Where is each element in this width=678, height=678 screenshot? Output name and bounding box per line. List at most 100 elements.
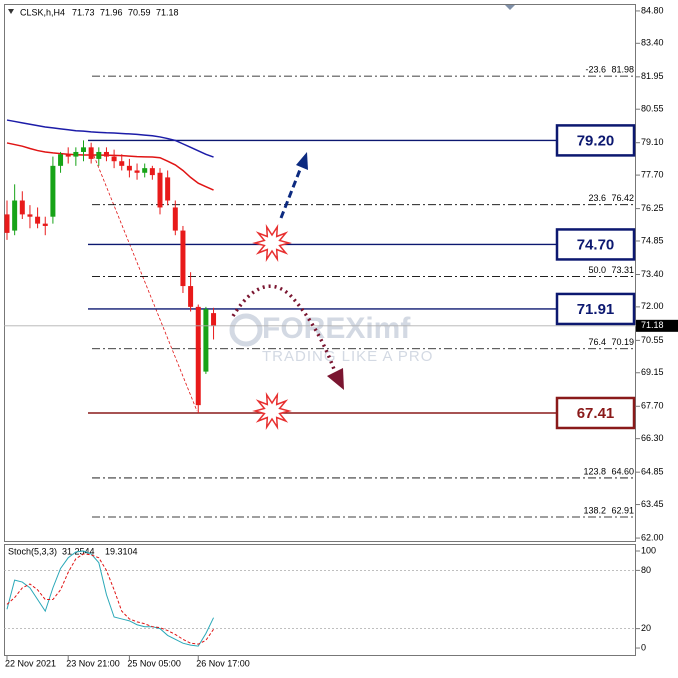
level-box: [555, 228, 636, 261]
y-tick-label: 62.00: [641, 532, 664, 542]
level-label: 71.91: [577, 301, 615, 318]
y-tick-label: 100: [641, 545, 656, 555]
fibo-price: 76.42: [611, 193, 634, 203]
fibo-ratio: 123.8: [583, 466, 606, 476]
fibo-price: 64.60: [611, 466, 634, 476]
fibo-price: 70.19: [611, 337, 634, 347]
y-tick-label: 84.80: [641, 5, 664, 15]
down-arrow-head: [327, 368, 344, 390]
candle-body: [180, 230, 186, 287]
level-box: [555, 124, 636, 157]
current-price-tag: [636, 319, 678, 332]
y-tick-label: 83.40: [641, 38, 664, 48]
shift-marker: [505, 5, 515, 10]
y-tick-label: 73.40: [641, 269, 664, 279]
symbol-label: CLSK,h,H4: [20, 7, 65, 17]
candle-body: [50, 165, 56, 217]
candle-body: [188, 286, 194, 307]
menu-triangle[interactable]: [8, 9, 14, 14]
up-arrow: [279, 161, 305, 219]
header-high: 71.96: [100, 7, 123, 17]
y-tick-label: 63.45: [641, 499, 664, 509]
y-tick-label: 64.85: [641, 467, 664, 477]
fibo-ratio: 23.6: [588, 193, 606, 203]
y-tick-label: 74.85: [641, 235, 664, 245]
level-box: [555, 396, 636, 430]
candle-body: [134, 170, 140, 173]
candle-body: [157, 172, 163, 208]
x-tick-label: 23 Nov 21:00: [66, 658, 120, 668]
header-open: 71.73: [72, 7, 95, 17]
candle-body: [211, 313, 217, 326]
down-arrow: [231, 284, 337, 373]
candle-body: [19, 200, 25, 215]
candle-body: [172, 207, 178, 231]
y-tick-label: 72.00: [641, 301, 664, 311]
level-label: 67.41: [577, 405, 615, 422]
main-panel: [4, 4, 636, 542]
y-tick-label: 0: [641, 642, 646, 652]
x-tick-label: 26 Nov 17:00: [196, 658, 250, 668]
fibo-ratio: 138.2: [583, 505, 606, 515]
y-tick-label: 79.10: [641, 137, 664, 147]
watermark-brand: FOREXimf: [262, 312, 411, 345]
watermark: FOREXimf TRADING LIKE A PRO: [229, 312, 433, 365]
y-tick-label: 70.55: [641, 335, 664, 345]
candle-body: [81, 147, 86, 152]
candle-body: [4, 214, 10, 233]
fibo-price: 73.31: [611, 265, 634, 275]
candle-body: [119, 161, 125, 166]
x-tick-label: 25 Nov 05:00: [127, 658, 181, 668]
y-tick-label: 67.70: [641, 401, 664, 411]
y-tick-label: 80.55: [641, 104, 664, 114]
stoch-line: [6, 550, 214, 647]
burst: [252, 223, 292, 263]
candle-body: [111, 156, 117, 162]
stoch-panel: [4, 544, 636, 656]
stoch-title: Stoch(5,3,3): [8, 546, 57, 556]
candle-body: [165, 177, 171, 201]
candle-body: [27, 214, 33, 217]
fibo-price: 62.91: [611, 505, 634, 515]
y-tick-label: 80: [641, 565, 651, 575]
fibo-ratio: 50.0: [588, 265, 606, 275]
y-tick-label: 81.95: [641, 71, 664, 81]
level-label: 79.20: [577, 132, 615, 149]
candle-body: [203, 309, 209, 372]
y-tick-label: 66.30: [641, 433, 664, 443]
fibo-base-line: [91, 150, 198, 412]
candle-body: [96, 151, 102, 159]
burst: [252, 391, 292, 431]
watermark-logo: [229, 313, 263, 347]
candle-body: [195, 306, 201, 406]
candle-body: [149, 168, 155, 176]
candle-body: [58, 154, 64, 166]
fibo-price: 81.98: [611, 65, 634, 75]
candle-body: [88, 147, 94, 159]
candle-body: [35, 216, 41, 224]
fibo-ratio: -23.6: [585, 65, 606, 75]
level-box: [555, 292, 636, 326]
header-close: 71.18: [156, 7, 179, 17]
stoch-line: [6, 553, 214, 645]
candle-body: [126, 165, 132, 171]
watermark-slogan: TRADING LIKE A PRO: [262, 348, 433, 365]
up-arrow-head: [296, 152, 308, 170]
y-tick-label: 76.25: [641, 203, 664, 213]
y-tick-label: 20: [641, 623, 651, 633]
moving-average: [6, 142, 214, 191]
candle-body: [12, 200, 18, 231]
level-label: 74.70: [577, 236, 615, 253]
x-tick-label: 22 Nov 2021: [5, 658, 56, 668]
fibo-ratio: 76.4: [588, 337, 606, 347]
current-price-label: 71.18: [641, 320, 664, 330]
candle-body: [103, 151, 109, 157]
moving-average: [6, 119, 214, 158]
stoch-signal-value: 19.3104: [105, 546, 138, 556]
candle-body: [42, 223, 48, 226]
y-tick-label: 69.15: [641, 367, 664, 377]
candle-body: [142, 168, 148, 173]
header-low: 70.59: [128, 7, 151, 17]
